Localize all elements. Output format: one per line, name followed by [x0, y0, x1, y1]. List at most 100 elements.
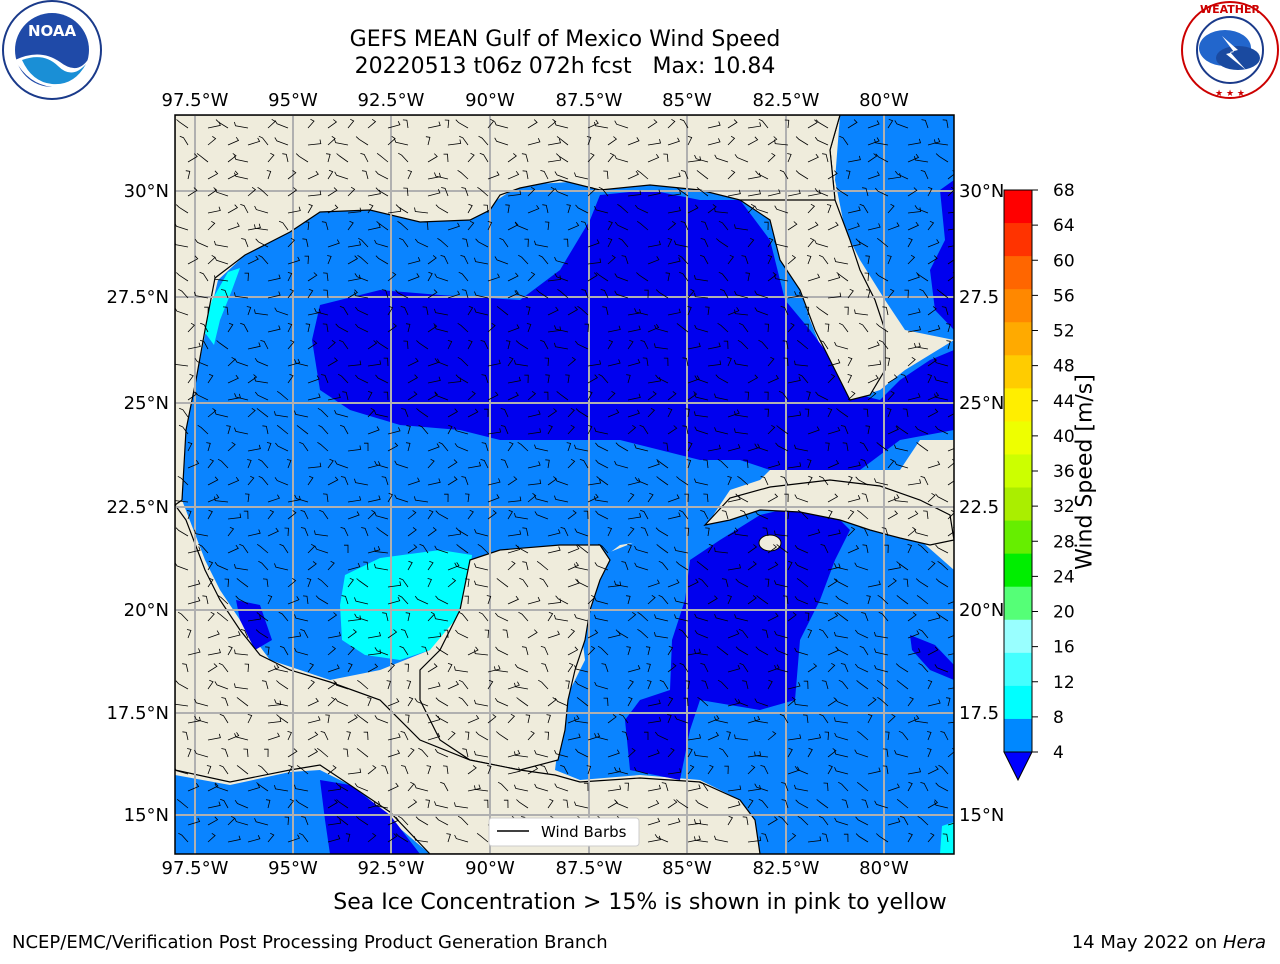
wind-barb [321, 221, 329, 231]
wind-barb [742, 680, 749, 690]
wind-barb [694, 836, 709, 843]
wind-barb [614, 273, 629, 282]
wind-barb [279, 543, 289, 554]
lon-bottom-label: 85°W [662, 858, 712, 879]
wind-barb [314, 545, 329, 554]
wind-barb [536, 560, 549, 571]
wind-barb [947, 721, 954, 724]
wind-barb [276, 390, 289, 401]
wind-barb [459, 135, 469, 146]
wind-barb [856, 781, 869, 792]
wind-barb [227, 136, 240, 146]
wind-barb [567, 561, 580, 571]
wind-barb [754, 443, 769, 452]
wind-barb [727, 785, 742, 792]
wind-barb [647, 749, 660, 758]
wind-barb [247, 459, 252, 469]
wind-barb [867, 767, 881, 775]
wind-barb [827, 529, 841, 537]
gridlines [175, 115, 954, 854]
wind-barb [627, 679, 634, 690]
wind-barb [287, 748, 298, 758]
wind-barb [207, 494, 220, 503]
wind-barb [679, 118, 689, 129]
wind-barb [234, 683, 249, 690]
wind-barb [547, 306, 559, 316]
wind-barb [207, 206, 221, 214]
wind-barb [775, 442, 789, 452]
wind-barb [834, 817, 849, 826]
wind-barb [375, 374, 389, 384]
wind-barb [487, 714, 497, 724]
wind-barb [807, 528, 821, 537]
wind-barb [494, 666, 509, 673]
wind-barb [507, 324, 520, 333]
calm-region-central-gulf [312, 190, 954, 470]
wind-barb [554, 188, 569, 197]
wind-barb [454, 443, 469, 452]
wind-barb [640, 527, 649, 537]
wind-barb [714, 393, 729, 401]
wind-barb [821, 833, 829, 843]
wind-barb [607, 325, 621, 333]
wind-barb [859, 203, 869, 214]
wind-barb [707, 342, 721, 350]
colorbar-tick-label: 16 [1053, 638, 1075, 658]
wind-barb [819, 339, 829, 350]
wind-barb [903, 578, 909, 588]
footer-date-text: 14 May 2022 on [1071, 932, 1223, 953]
wind-barb [627, 696, 633, 707]
wind-barb [178, 288, 189, 299]
chart-title: GEFS MEAN Gulf of Mexico Wind Speed 2022… [215, 26, 915, 80]
wind-barb [207, 663, 218, 673]
wind-barb [307, 288, 314, 299]
wind-barb [727, 169, 736, 180]
wind-barb [347, 562, 361, 571]
wind-barb [626, 595, 631, 605]
wind-barb [458, 271, 469, 282]
wind-barb [836, 612, 849, 622]
wind-barb [667, 118, 676, 129]
wind-barb [474, 785, 489, 792]
wind-barb [219, 798, 229, 809]
wind-barb [707, 121, 721, 129]
wind-barb [434, 748, 449, 758]
wind-barb [796, 578, 809, 588]
wind-barb [543, 391, 549, 401]
wind-barb [727, 357, 732, 367]
wind-barb [867, 697, 877, 707]
wind-barb [301, 816, 309, 826]
wind-barb [327, 119, 338, 129]
wind-barb [707, 204, 717, 214]
lon-top-label: 80°W [859, 90, 909, 111]
wind-barb [517, 441, 529, 452]
wind-barb [804, 408, 810, 418]
wind-barb [647, 799, 660, 809]
wind-barb [918, 662, 929, 673]
wind-barb [347, 220, 354, 231]
wind-barb [784, 493, 789, 503]
wind-barb [367, 118, 377, 129]
wind-barb [574, 444, 589, 452]
wind-barb [836, 408, 849, 418]
wind-barb [407, 477, 420, 486]
colorbar-segment [1004, 718, 1032, 753]
wind-barb [374, 410, 389, 418]
wind-barb [399, 577, 409, 588]
wind-barb [327, 645, 337, 656]
wind-barb [207, 630, 220, 639]
wind-barb [427, 271, 433, 282]
wind-barb [574, 563, 589, 571]
wind-barb [707, 595, 718, 605]
wind-barb [627, 492, 635, 503]
legend-label: Wind Barbs [541, 823, 627, 841]
wind-barb [427, 578, 432, 588]
wind-barb [327, 612, 338, 622]
wind-barb [227, 835, 241, 843]
wind-barb [527, 492, 537, 503]
wind-barb [627, 544, 632, 554]
wind-barb [547, 156, 562, 163]
wind-barb [687, 835, 701, 843]
wind-barb [575, 204, 589, 214]
wind-barb [707, 138, 721, 146]
